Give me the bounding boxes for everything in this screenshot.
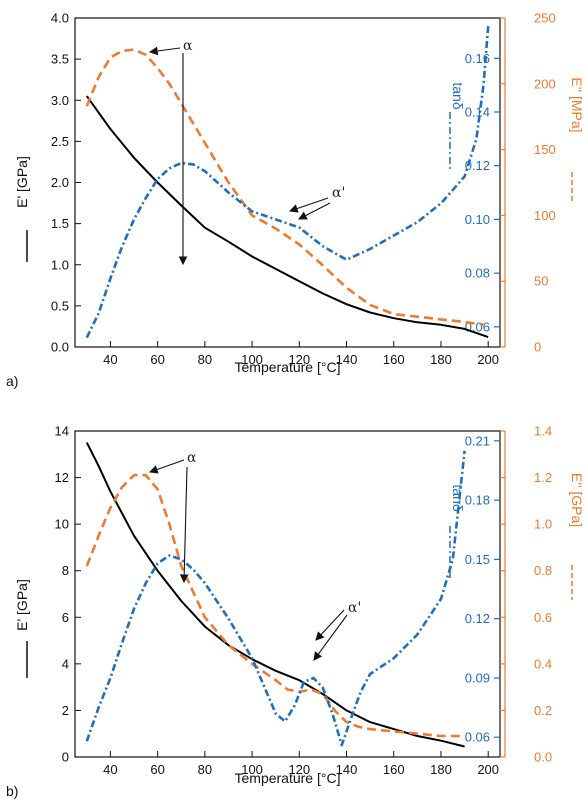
y-blue-tick-label: 0.16 [465,51,490,66]
x-tick-label: 40 [103,762,117,777]
y-left-axis-title: E' [GPa] [14,579,30,631]
annotation-arrow [315,609,345,641]
y-left-tick-label: 3.0 [51,93,69,108]
x-axis-title: Temperature [°C] [235,770,341,786]
y-orange-tick-label: 200 [534,76,556,91]
y-left-tick-label: 1.5 [51,216,69,231]
y-orange-tick-label: 100 [534,208,556,223]
chart-panel-a: 40 60 80 100 120 140 160 180 200 0.0 0.5 1.0 1.5 2.0 2… [6,11,585,390]
y-left-tick-label: 8 [62,563,69,578]
y-left-tick-label: 0.5 [51,298,69,313]
series-tan-delta [85,450,466,747]
x-tick-label: 160 [383,762,405,777]
y-left-tick-label: 4 [62,656,69,671]
x-tick-label: 80 [198,762,212,777]
y-blue-tick-label: 0.18 [465,493,490,508]
chart-panel-b: 40 60 80 100 120 140 160 180 200 0 2 4 6 8 10 12 14 0.0 0.… [6,424,585,800]
y-left-tick-label: 2 [62,703,69,718]
x-tick-label: 100 [241,762,263,777]
y-left-tick-label: 2.0 [51,175,69,190]
x-tick-label: 120 [288,762,310,777]
y-orange-tick-label: 0.2 [534,703,552,718]
y-left-tick-label: 6 [62,610,69,625]
x-tick-label: 140 [336,352,358,367]
plot-frame [74,17,501,348]
annotation-alpha: α [183,38,193,54]
y-orange-tick-label: 0.4 [534,656,552,671]
series-storage-modulus [85,95,489,339]
x-tick-label: 200 [477,352,499,367]
y-left-tick-label: 3.5 [51,52,69,67]
y-orange-tick-label: 0.6 [534,610,552,625]
y-orange-axis-title: E'' [MPa] [569,77,585,132]
y-orange-tick-label: 0.8 [534,563,552,578]
annotation-arrow [148,46,181,56]
y-orange-tick-label: 0.0 [534,750,552,765]
y-left-tick-label: 1.0 [51,257,69,272]
annotation-arrow [179,466,189,584]
y-blue-tick-label: 0.15 [465,552,490,567]
series-tan-delta [85,25,490,339]
x-tick-label: 40 [103,352,117,367]
x-tick-label: 120 [288,352,310,367]
plot-frame [74,430,501,758]
y-blue-tick-label: 0.12 [465,158,490,173]
y-left-tick-label: 4.0 [51,11,69,26]
y-orange-tick-label: 1.4 [534,424,552,439]
y-left-tick-label: 14 [55,424,69,439]
y-blue-tick-label: 0.21 [465,433,490,448]
y-left-tick-label: 10 [55,517,69,532]
y-orange-tick-label: 1.2 [534,470,552,485]
annotation-alpha-prime: α' [348,600,361,616]
y-orange-axis-title: E'' [GPa] [569,473,585,527]
series-storage-modulus [85,442,465,748]
y-orange-tick-label: 50 [534,274,548,289]
y-orange-tick-label: 0 [534,340,541,355]
y-left-tick-label: 12 [55,470,69,485]
y-left-tick-label: 0 [62,750,69,765]
panel-label: b) [6,783,18,799]
y-orange-tick-label: 250 [534,11,556,26]
annotation-arrow [148,459,185,474]
x-tick-label: 80 [198,352,212,367]
y-blue-tick-label: 0.10 [465,212,490,227]
series-loss-modulus [85,473,465,738]
y-blue-tick-label: 0.06 [465,730,490,745]
y-blue-tick-label: 0.14 [465,105,490,120]
x-tick-label: 160 [383,352,405,367]
x-tick-label: 60 [150,352,164,367]
annotation-alpha: α [187,450,197,466]
x-axis-title: Temperature [°C] [235,359,341,375]
y-left-axis-title: E' [GPa] [14,156,30,208]
x-tick-label: 100 [241,352,263,367]
annotation-arrow [313,614,348,661]
y-left-tick-label: 2.5 [51,134,69,149]
y-orange-tick-label: 1.0 [534,517,552,532]
x-tick-label: 140 [336,762,358,777]
y-orange-tick-label: 150 [534,142,556,157]
panel-label: a) [6,373,18,389]
y-blue-tick-label: 0.09 [465,670,490,685]
annotation-arrow [298,202,331,220]
x-tick-label: 180 [430,762,452,777]
y-blue-tick-label: 0.12 [465,611,490,626]
annotation-alpha-prime: α' [332,185,345,201]
y-blue-tick-label: 0.08 [465,266,490,281]
series-loss-modulus [85,48,484,326]
tan-delta-label: tanδ [450,82,466,109]
y-left-tick-label: 0.0 [51,340,69,355]
x-tick-label: 200 [477,762,499,777]
x-tick-label: 60 [150,762,164,777]
tan-delta-label: tanδ [450,484,466,511]
x-tick-label: 180 [430,352,452,367]
annotation-arrow [288,197,329,213]
